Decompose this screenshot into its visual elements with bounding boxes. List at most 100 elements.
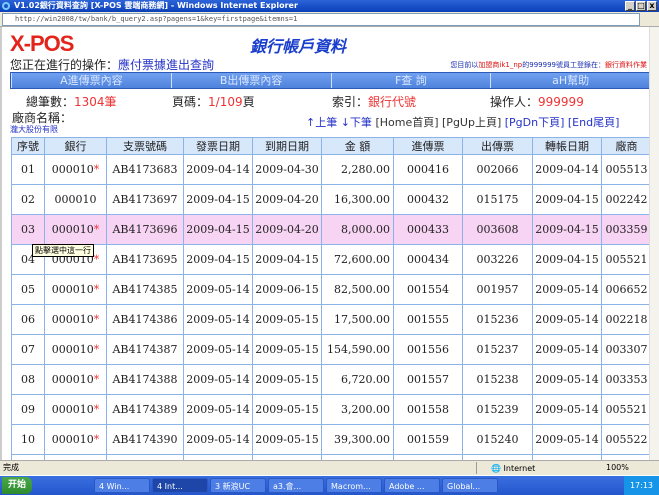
table-row[interactable]: 05 000010* AB4174385 2009-05-14 2009-06-15 82… bbox=[11, 274, 649, 305]
cell-6: 001557 bbox=[393, 364, 463, 395]
cell-text: 003353 bbox=[605, 373, 648, 386]
star-marker: * bbox=[93, 223, 100, 236]
cell-8: 2009-04-15 bbox=[532, 184, 602, 215]
cell-0: 06 bbox=[11, 304, 45, 335]
column-header[interactable]: 發票日期 bbox=[183, 137, 253, 155]
cell-9: 003359 bbox=[601, 214, 649, 245]
page-number: 頁碼：1/109頁 bbox=[172, 93, 255, 110]
cell-text: 06 bbox=[21, 313, 35, 326]
page-content: X-POS 銀行帳戶資料 您正在進行的操作：應付票據進出查詢 您目前以加盟商ik… bbox=[0, 27, 649, 460]
last-page-link[interactable]: [End尾頁] bbox=[567, 116, 620, 129]
cell-text: 2009-05-15 bbox=[255, 373, 319, 386]
taskbar-item[interactable]: Adobe ... bbox=[384, 478, 441, 493]
cell-text: AB4173695 bbox=[112, 253, 178, 266]
table-row[interactable]: 09 000010* AB4174389 2009-05-14 2009-05-15 3,… bbox=[11, 394, 649, 425]
cell-text: 2009-05-14 bbox=[186, 433, 250, 446]
address-input[interactable]: http://win2008/tw/bank/b_query2.asp?page… bbox=[2, 13, 640, 26]
cell-text: 154,590.00 bbox=[327, 343, 390, 356]
cell-3: 2009-04-15 bbox=[183, 184, 253, 215]
cell-text: 2009-04-15 bbox=[186, 223, 250, 236]
index-value: 銀行代號 bbox=[368, 95, 417, 109]
cell-text: 006652 bbox=[605, 283, 648, 296]
taskbar-item[interactable]: a3.會... bbox=[268, 478, 325, 493]
menu-query[interactable]: F查 詢 bbox=[330, 73, 491, 88]
cell-text: 6,720.00 bbox=[341, 373, 390, 386]
menu-outgoing-voucher[interactable]: B出傳票內容 bbox=[170, 73, 331, 88]
cell-5: 82,500.00 bbox=[321, 274, 394, 305]
cell-7: 015237 bbox=[462, 334, 533, 365]
column-header[interactable]: 支票號碼 bbox=[106, 137, 184, 155]
menu-help[interactable]: aH幫助 bbox=[490, 73, 649, 88]
table-row[interactable]: 2009-05-2009-05-2009-05- bbox=[11, 454, 649, 460]
cell-text: 2009-04-15 bbox=[186, 193, 250, 206]
star-marker: * bbox=[93, 433, 100, 446]
column-header[interactable]: 廠商 bbox=[601, 137, 649, 155]
column-header[interactable]: 金 額 bbox=[321, 137, 394, 155]
cell-text: 2009-04-14 bbox=[186, 163, 250, 176]
column-header[interactable]: 進傳票 bbox=[393, 137, 463, 155]
column-header[interactable]: 轉帳日期 bbox=[532, 137, 602, 155]
cell-text: 2009-05-14 bbox=[535, 343, 599, 356]
next-page-link[interactable]: [PgDn下頁] bbox=[504, 116, 565, 129]
cell-text: 001556 bbox=[407, 343, 449, 356]
cell-4: 2009-04-20 bbox=[252, 184, 322, 215]
table-row[interactable]: 01 000010* AB4173683 2009-04-14 2009-04-30 2,… bbox=[11, 154, 649, 185]
cell-2: AB4174389 bbox=[106, 394, 184, 425]
vertical-scrollbar[interactable] bbox=[649, 27, 659, 460]
cell-2: AB4174385 bbox=[106, 274, 184, 305]
cell-text: 2009-05-14 bbox=[535, 403, 599, 416]
cell-text: 2009-04-30 bbox=[255, 163, 319, 176]
table-row[interactable]: 06 000010* AB4174386 2009-05-14 2009-05-15 17… bbox=[11, 304, 649, 335]
table-row[interactable]: 02 000010 AB4173697 2009-04-15 2009-04-20 16,… bbox=[11, 184, 649, 215]
cell-7: 003608 bbox=[462, 214, 533, 245]
cell-text: 2009-06-15 bbox=[255, 283, 319, 296]
first-page-link[interactable]: [Home首頁] bbox=[375, 116, 439, 129]
cell-text: 005513 bbox=[605, 163, 648, 176]
column-header[interactable]: 到期日期 bbox=[252, 137, 322, 155]
cell-2: AB4174390 bbox=[106, 424, 184, 455]
table-row[interactable]: 07 000010* AB4174387 2009-05-14 2009-05-15 15… bbox=[11, 334, 649, 365]
maximize-button[interactable]: □ bbox=[636, 1, 646, 11]
cell-0: 01 bbox=[11, 154, 45, 185]
table-row[interactable]: 08 000010* AB4174388 2009-05-14 2009-05-15 6,… bbox=[11, 364, 649, 395]
column-header[interactable]: 出傳票 bbox=[462, 137, 533, 155]
taskbar-item[interactable]: Global... bbox=[442, 478, 499, 493]
start-button[interactable]: 开始 bbox=[2, 477, 33, 494]
menu-incoming-voucher[interactable]: A進傳票內容 bbox=[11, 73, 171, 88]
cell-4: 2009-05-15 bbox=[252, 424, 322, 455]
taskbar-item[interactable]: 3 新浪UC bbox=[210, 478, 267, 493]
cell-6: 001559 bbox=[393, 424, 463, 455]
cell-1: 000010* bbox=[44, 334, 107, 365]
cell-text: 000010 bbox=[51, 403, 94, 416]
taskbar-item[interactable]: Macrom... bbox=[326, 478, 383, 493]
table-row[interactable]: 04 000010* AB4173695 2009-04-15 2009-04-15 72… bbox=[11, 244, 649, 275]
clock: 17:13 bbox=[629, 481, 653, 490]
ie-icon bbox=[2, 2, 10, 10]
table-row[interactable]: 10 000010* AB4174390 2009-05-14 2009-05-15 39… bbox=[11, 424, 649, 455]
minimize-button[interactable]: _ bbox=[625, 1, 635, 11]
cell-8: 2009-05-14 bbox=[532, 364, 602, 395]
zoom-level[interactable]: 100% bbox=[606, 463, 629, 472]
cell-text: 015236 bbox=[476, 313, 519, 326]
cell-text: AB4174385 bbox=[112, 283, 178, 296]
page-unit: 頁 bbox=[242, 95, 255, 109]
cell-8: 2009-04-14 bbox=[532, 154, 602, 185]
cell-6: 000433 bbox=[393, 214, 463, 245]
close-button[interactable]: x bbox=[647, 1, 657, 11]
cell-text: 003608 bbox=[476, 223, 519, 236]
prev-page-link[interactable]: [PgUp上頁] bbox=[442, 116, 502, 129]
cell-7: 001957 bbox=[462, 274, 533, 305]
table-row[interactable]: 03 000010* AB4173696 2009-04-15 2009-04-20 8,… bbox=[11, 214, 649, 245]
taskbar-item[interactable]: 4 Int... bbox=[152, 478, 209, 493]
cell-text: 015239 bbox=[476, 403, 519, 416]
next-record-link[interactable]: ↓下筆 bbox=[340, 116, 372, 129]
prev-record-link[interactable]: ↑上筆 bbox=[306, 116, 338, 129]
taskbar-item[interactable]: 4 Win... bbox=[94, 478, 151, 493]
cell-text: 2009-05-14 bbox=[186, 343, 250, 356]
cell-text: AB4174389 bbox=[112, 403, 178, 416]
column-header[interactable]: 序號 bbox=[11, 137, 45, 155]
star-marker: * bbox=[93, 313, 100, 326]
cell-9: 002218 bbox=[601, 304, 649, 335]
cell-5: 39,300.00 bbox=[321, 424, 394, 455]
column-header[interactable]: 銀行 bbox=[44, 137, 107, 155]
